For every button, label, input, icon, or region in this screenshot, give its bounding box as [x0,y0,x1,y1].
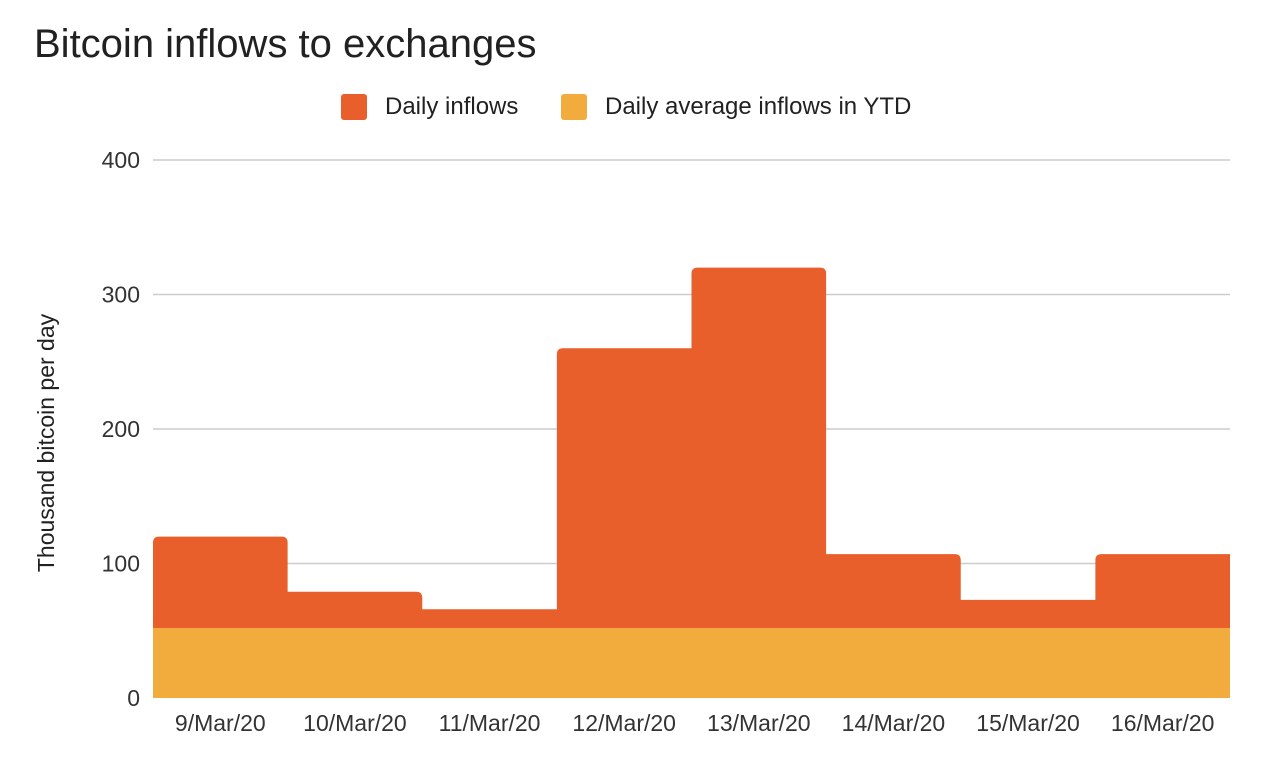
legend-swatch-daily-inflows [341,94,367,120]
legend-label-daily-average: Daily average inflows in YTD [605,93,912,120]
y-tick-label: 300 [102,282,140,308]
area-daily-inflows [153,267,1230,698]
x-tick-label: 11/Mar/20 [439,710,541,736]
y-tick-label: 400 [102,147,140,173]
y-tick-label: 100 [102,551,140,577]
y-tick-label: 200 [102,416,140,442]
legend-item-daily-average: Daily average inflows in YTD [561,90,911,124]
y-axis-title: Thousand bitcoin per day [33,313,59,572]
x-tick-label: 12/Mar/20 [572,710,676,736]
legend-item-daily-inflows: Daily inflows [341,90,518,124]
legend-label-daily-inflows: Daily inflows [385,93,519,120]
area-daily-average-inflows [153,628,1230,698]
tick-labels: 0 100 200 300 400 9/Mar/20 10/Mar/20 11/Mar/20 1… [102,147,1215,736]
x-tick-label: 14/Mar/20 [842,710,946,736]
x-tick-label: 9/Mar/20 [175,710,266,736]
legend-swatch-daily-average [561,94,587,120]
legend: Daily inflows Daily average inflows in Y… [0,90,1280,124]
x-tick-label: 10/Mar/20 [303,710,407,736]
y-tick-label: 0 [127,685,140,711]
series-areas [153,267,1230,698]
chart-title: Bitcoin inflows to exchanges [34,22,537,66]
x-tick-label: 13/Mar/20 [707,710,811,736]
x-tick-label: 16/Mar/20 [1111,710,1215,736]
x-tick-label: 15/Mar/20 [976,710,1080,736]
